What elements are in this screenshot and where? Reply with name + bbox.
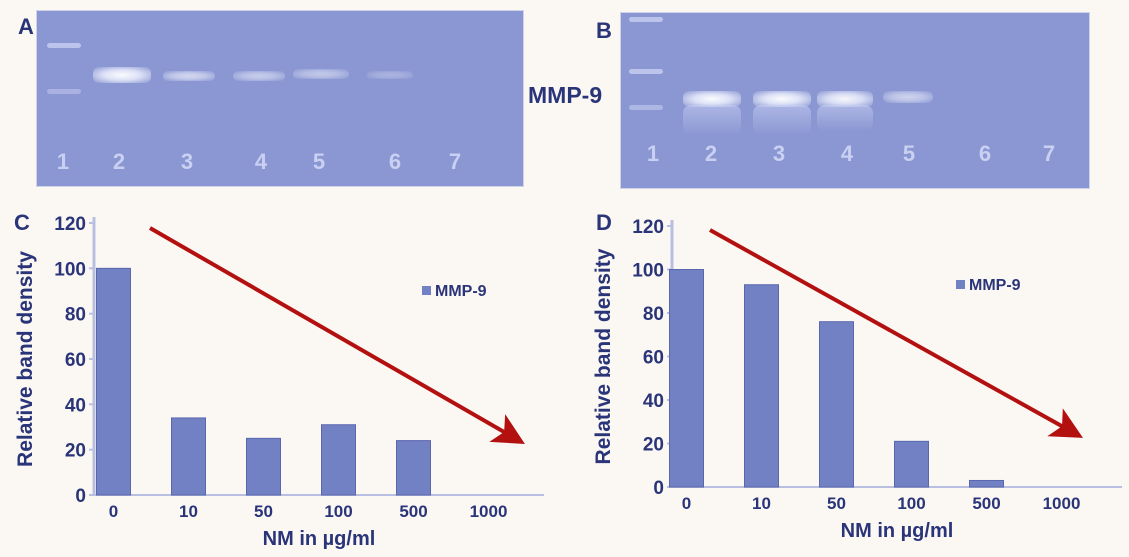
gel-band-smear [753,105,811,135]
ladder-band [47,89,81,94]
gel-band [293,69,349,79]
ladder-band [47,43,81,48]
lane-number: 4 [840,141,854,166]
y-tick-label: 40 [643,391,664,412]
y-tick-label: 40 [65,395,86,416]
lane-number: 5 [312,149,326,174]
lane-number: 4 [254,149,268,174]
gel-band-smear [683,105,741,135]
legend-swatch [956,280,965,289]
y-tick-label: 80 [65,305,86,326]
ladder-band [629,17,663,22]
lane-number: 7 [1042,141,1056,166]
x-tick-label: 500 [399,502,427,521]
panel-b-letter: B [596,18,612,43]
x-tick-label: 50 [827,494,846,513]
x-tick-label: 500 [972,494,1000,513]
lane-number: 3 [180,149,194,174]
bar [321,424,356,496]
trend-arrow [709,228,1083,438]
y-tick-label: 60 [65,350,86,371]
y-tick-label: 0 [75,486,86,507]
gel-band-smear [817,105,873,131]
y-tick-label: 20 [643,435,664,456]
bar [246,437,281,496]
bar [894,440,929,488]
x-tick-label: 1000 [470,502,508,521]
gel-band [683,91,741,107]
x-tick-label: 0 [109,502,118,521]
y-tick-label: 0 [653,478,664,499]
y-tick-label: 20 [65,441,86,462]
legend-label: MMP-9 [969,277,1021,294]
bar [171,417,206,496]
y-tick-label: 100 [54,259,86,280]
lane-number: 1 [56,149,70,174]
y-tick-label: 100 [632,261,664,282]
bar [396,440,431,496]
gel-band [753,91,811,107]
lane-number: 2 [704,141,718,166]
gel-image-a: 1 2 3 4 5 6 7 [36,10,524,187]
bar [669,269,704,488]
mmp9-band-label: MMP-9 [528,82,603,108]
lane-number: 6 [388,149,402,174]
ladder-band [629,69,663,74]
ladder-band [629,105,663,110]
bar [96,267,131,496]
gel-band [233,71,285,81]
y-tick-label: 80 [643,304,664,325]
lane-number: 7 [448,149,462,174]
gel-image-b: 1 2 3 4 5 6 7 [620,12,1090,189]
legend-swatch [422,286,431,295]
gel-band [93,67,151,83]
legend-label: MMP-9 [435,283,487,300]
x-tick-label: 10 [179,502,198,521]
y-tick-label: 120 [632,217,664,238]
bar-chart-c: 0 20 40 60 80 100 120 Relative band density 0 10 5… [14,214,544,550]
x-axis-title: NM in µg/ml [263,528,376,550]
bar-chart-d: 0 20 40 60 80 100 120 Relative band density 0 10 5… [592,217,1122,542]
y-axis-title: Relative band density [14,251,37,467]
panel-d-letter: D [596,210,612,235]
bar [969,479,1004,488]
gel-band [163,71,215,81]
gel-band [817,91,873,107]
trend-arrow [149,226,525,444]
panel-a-letter: A [18,14,34,39]
y-tick-label: 60 [643,348,664,369]
y-tick-label: 120 [54,214,86,235]
x-tick-label: 0 [682,494,691,513]
x-axis-title: NM in µg/ml [841,520,954,542]
lane-number: 5 [902,141,916,166]
x-tick-label: 50 [254,502,273,521]
gel-band [883,91,933,103]
lane-number: 3 [772,141,786,166]
lane-number: 1 [646,141,660,166]
lane-number: 6 [978,141,992,166]
x-tick-label: 1000 [1043,494,1081,513]
gel-band [367,71,413,79]
x-tick-label: 10 [752,494,771,513]
bar [819,321,854,488]
x-tick-label: 100 [324,502,352,521]
y-axis-title: Relative band density [592,248,615,464]
x-tick-label: 100 [897,494,925,513]
lane-number: 2 [112,149,126,174]
panel-c-letter: C [14,210,30,235]
bar [744,284,779,488]
